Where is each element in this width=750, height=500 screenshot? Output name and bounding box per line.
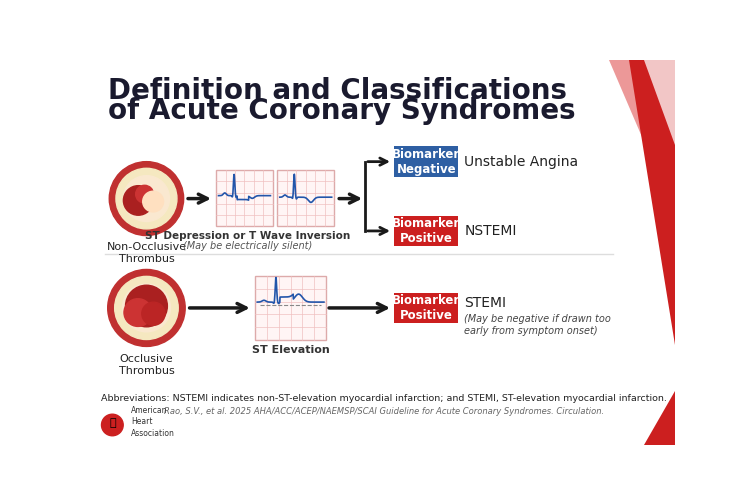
Text: Biomarker
Negative: Biomarker Negative [392,148,460,176]
Circle shape [124,298,152,326]
Text: Rao, S.V., et al. 2025 AHA/ACC/ACEP/NAEMSP/SCAI Guideline for Acute Coronary Syn: Rao, S.V., et al. 2025 AHA/ACC/ACEP/NAEM… [164,406,604,416]
Text: NSTEMI: NSTEMI [464,224,517,238]
Polygon shape [609,60,675,214]
FancyBboxPatch shape [394,292,458,324]
FancyBboxPatch shape [394,146,458,177]
Polygon shape [644,391,675,445]
Text: ST Elevation: ST Elevation [252,345,329,355]
Circle shape [110,162,184,236]
Circle shape [101,414,123,436]
Circle shape [142,302,165,326]
Text: Non-Occlusive
Thrombus: Non-Occlusive Thrombus [106,242,187,264]
Text: (May be electrically silent): (May be electrically silent) [182,241,312,251]
FancyBboxPatch shape [278,170,334,226]
Circle shape [136,186,154,203]
Circle shape [125,285,167,327]
Text: of Acute Coronary Syndromes: of Acute Coronary Syndromes [108,97,575,125]
Text: Definition and Classifications: Definition and Classifications [108,77,567,105]
Circle shape [116,168,177,229]
Circle shape [142,191,164,212]
Text: STEMI: STEMI [464,296,506,310]
Circle shape [124,186,153,215]
Circle shape [124,176,170,222]
Text: Unstable Angina: Unstable Angina [464,154,578,168]
FancyBboxPatch shape [216,170,273,226]
Circle shape [115,276,178,340]
FancyBboxPatch shape [255,276,326,340]
Text: 🔥: 🔥 [109,418,115,428]
Polygon shape [644,60,675,144]
Text: Occlusive
Thrombus: Occlusive Thrombus [118,354,174,376]
Text: Biomarker
Positive: Biomarker Positive [392,217,460,245]
FancyBboxPatch shape [394,216,458,246]
Polygon shape [628,60,675,345]
Text: ST Depression or T Wave Inversion: ST Depression or T Wave Inversion [145,231,350,241]
Circle shape [108,270,185,346]
Text: Biomarker
Positive: Biomarker Positive [392,294,460,322]
Text: Abbreviations: NSTEMI indicates non-ST-elevation myocardial infarction; and STEM: Abbreviations: NSTEMI indicates non-ST-e… [101,394,668,404]
Text: American
Heart
Association: American Heart Association [131,406,175,438]
Circle shape [122,284,170,332]
Text: (May be negative if drawn too
early from symptom onset): (May be negative if drawn too early from… [464,314,611,336]
